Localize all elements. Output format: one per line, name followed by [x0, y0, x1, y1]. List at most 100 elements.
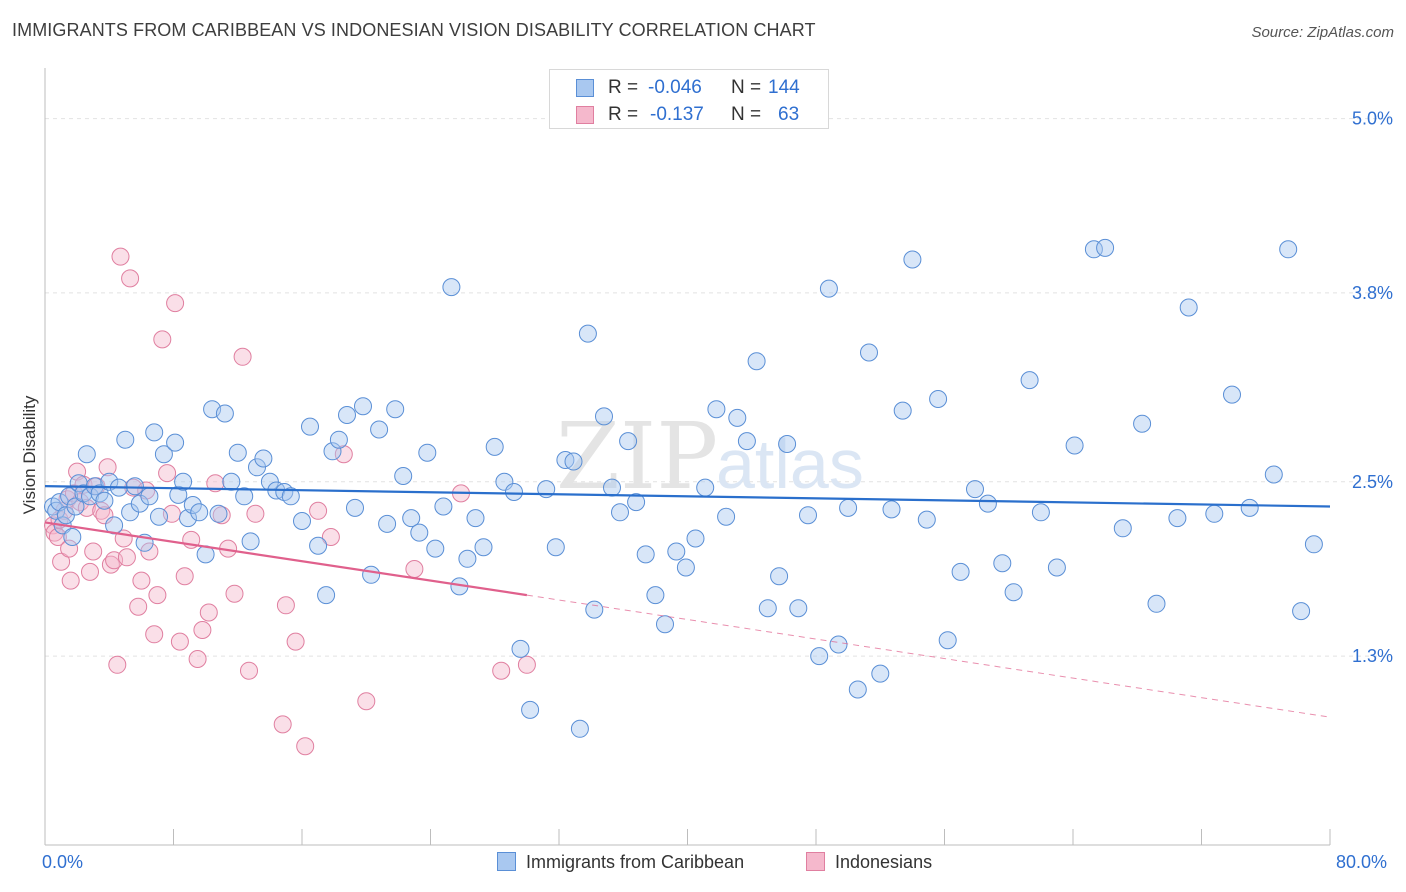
caribbean-point — [354, 397, 372, 416]
caribbean-point — [1168, 509, 1187, 528]
indonesians-point — [225, 584, 244, 603]
x-tick-label-max: 80.0% — [1336, 852, 1388, 872]
indonesians-point — [273, 715, 292, 734]
caribbean-point — [66, 497, 85, 516]
caribbean-point — [578, 324, 597, 343]
caribbean-point — [458, 549, 477, 568]
caribbean-point — [627, 493, 646, 512]
indonesians-point — [132, 571, 151, 590]
indonesians-point — [296, 737, 315, 756]
indonesians-point — [276, 596, 295, 615]
caribbean-point — [585, 600, 604, 619]
caribbean-point — [978, 494, 997, 513]
indonesians-point — [148, 586, 167, 605]
caribbean-point — [737, 432, 756, 451]
indonesians-legend-swatch — [806, 852, 825, 871]
caribbean-point — [696, 478, 715, 497]
caribbean-point — [1133, 414, 1152, 433]
caribbean-point — [386, 400, 405, 419]
caribbean-point — [410, 523, 429, 542]
caribbean-point — [362, 565, 381, 584]
caribbean-point — [564, 452, 583, 471]
indonesians-point — [309, 501, 328, 520]
caribbean-point — [228, 443, 247, 462]
caribbean-point — [402, 509, 421, 528]
watermark: ZIP atlas — [556, 403, 864, 510]
indonesians-point — [246, 504, 265, 523]
indonesians-point — [170, 632, 189, 651]
x-tick-label-min: 0.0% — [42, 852, 84, 872]
caribbean-point — [125, 477, 144, 496]
indonesians-point — [121, 269, 140, 288]
caribbean-point — [1304, 535, 1323, 554]
indonesians-point — [158, 464, 177, 483]
caribbean-point — [667, 542, 686, 561]
caribbean-point — [63, 528, 82, 546]
caribbean-trendline — [44, 485, 1331, 508]
caribbean-point — [860, 343, 878, 362]
caribbean-point — [434, 497, 453, 516]
watermark-atlas: atlas — [716, 425, 864, 503]
caribbean-point — [1065, 436, 1084, 455]
caribbean-point — [378, 514, 397, 533]
caribbean-point — [338, 406, 356, 424]
caribbean-point — [619, 432, 638, 451]
indonesians-point — [140, 542, 159, 561]
y-tick-label: 2.5% — [1352, 472, 1393, 492]
indonesians-point — [48, 528, 67, 546]
source-note: Source: ZipAtlas.com — [1251, 24, 1394, 41]
caribbean-point — [882, 500, 901, 519]
caribbean-point — [839, 498, 858, 517]
legend-item-caribbean: Immigrants from Caribbean — [497, 852, 744, 873]
indonesians-point — [153, 330, 172, 349]
caribbean-point — [418, 443, 437, 462]
indonesians-point — [212, 506, 231, 525]
indonesians-trendline-extension — [526, 594, 1331, 718]
caribbean-point — [346, 498, 364, 517]
caribbean-point — [370, 420, 389, 439]
indonesians-point — [77, 498, 96, 517]
caribbean-point — [1020, 371, 1039, 390]
caribbean-point — [789, 599, 808, 618]
caribbean-point — [546, 538, 565, 557]
indonesians-point — [111, 247, 130, 266]
caribbean-point — [505, 483, 523, 501]
caribbean-point — [728, 408, 747, 427]
caribbean-point — [758, 599, 777, 618]
caribbean-point — [166, 433, 185, 452]
indonesians-point — [68, 462, 87, 481]
caribbean-point — [595, 407, 613, 426]
caribbean-point — [1004, 583, 1023, 602]
n-value: 144 — [768, 77, 800, 98]
r-label: R = — [608, 77, 639, 98]
caribbean-point — [485, 437, 504, 456]
caribbean-point — [426, 539, 445, 558]
caribbean-point — [183, 496, 202, 514]
caribbean-point — [442, 278, 461, 297]
caribbean-point — [810, 647, 829, 666]
caribbean-point — [190, 503, 209, 522]
caribbean-point — [323, 442, 342, 461]
legend-row-caribbean: R = -0.046 N = 144 — [550, 74, 828, 100]
caribbean-point — [1113, 519, 1132, 538]
indonesians-point — [199, 603, 218, 622]
indonesians-point — [240, 661, 258, 680]
caribbean-point — [1279, 240, 1298, 259]
caribbean-point — [676, 558, 695, 577]
caribbean-point — [317, 586, 336, 605]
caribbean-point — [611, 503, 629, 522]
caribbean-point — [209, 504, 228, 523]
caribbean-point — [717, 507, 736, 526]
caribbean-point — [150, 507, 168, 526]
y-axis-label: Vision Disability — [20, 395, 39, 515]
indonesians-point — [175, 567, 194, 586]
caribbean-point — [329, 430, 348, 449]
caribbean-point — [848, 680, 867, 699]
caribbean-point — [747, 352, 766, 371]
caribbean-point — [1205, 504, 1224, 523]
indonesians-point — [98, 458, 117, 477]
gridlines — [45, 118, 1390, 657]
caribbean-point — [235, 487, 254, 506]
caribbean-point — [1147, 594, 1166, 613]
y-tick-label: 1.3% — [1352, 646, 1393, 666]
